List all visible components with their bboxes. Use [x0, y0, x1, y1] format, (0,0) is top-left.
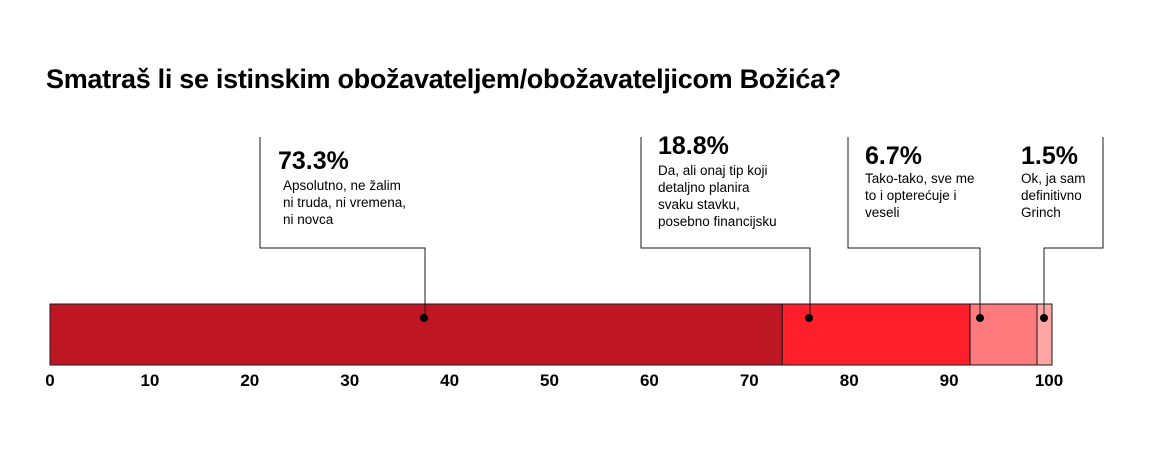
x-tick-label: 0 — [45, 371, 54, 390]
bar-segment-2 — [781, 303, 971, 366]
callout-1: 73.3% Apsolutno, ne žalim ni truda, ni vre… — [259, 137, 428, 322]
callout-2: 18.8% Da, ali onaj tip koji detaljno plani… — [640, 132, 813, 322]
callout-leader-line — [259, 137, 426, 318]
chart-title: Smatraš li se istinskim obožavateljem/ob… — [46, 64, 841, 94]
x-tick-label: 10 — [140, 371, 159, 390]
bar-segment-1 — [49, 303, 783, 366]
bar-segment-3 — [969, 303, 1038, 366]
callout-leader-line — [847, 137, 981, 318]
callout-dot — [1040, 314, 1048, 322]
x-tick-label: 40 — [440, 371, 459, 390]
callout-4: 1.5%Ok, ja sam definitivno Grinch — [1021, 137, 1104, 322]
x-tick-label: 100 — [1035, 371, 1063, 390]
callout-description: Ok, ja sam definitivno Grinch — [1021, 171, 1086, 220]
callout-leader-line — [1043, 137, 1104, 318]
x-axis-ticks: 0 10 20 30 40 50 60 70 80 90 100 — [45, 371, 1063, 390]
bar-segment-4 — [1036, 303, 1053, 366]
x-tick-label: 80 — [840, 371, 859, 390]
callout-description: Apsolutno, ne žalim ni truda, ni vremena,… — [283, 178, 406, 227]
x-tick-label: 30 — [340, 371, 359, 390]
callout-description: Tako-tako, sve me to i opterećuje i veseli — [865, 171, 975, 220]
callout-description: Da, ali onaj tip koji detaljno planira sva… — [658, 163, 777, 229]
x-tick-label: 20 — [240, 371, 259, 390]
bar-segments — [49, 303, 1053, 366]
callouts: 73.3% Apsolutno, ne žalim ni truda, ni vre… — [259, 132, 1104, 322]
callout-dot — [420, 314, 428, 322]
callout-value-label: 18.8% — [658, 132, 729, 160]
x-tick-label: 50 — [540, 371, 559, 390]
callout-value-label: 73.3% — [278, 147, 349, 175]
callout-dot — [976, 314, 984, 322]
callout-3: 6.7%Tako-tako, sve me to i opterećuje i ve… — [847, 137, 984, 322]
callout-dot — [805, 314, 813, 322]
x-tick-label: 70 — [740, 371, 759, 390]
x-tick-label: 60 — [640, 371, 659, 390]
callout-value-label: 1.5% — [1021, 142, 1078, 170]
x-tick-label: 90 — [940, 371, 959, 390]
callout-value-label: 6.7% — [865, 142, 922, 170]
callout-leader-line — [640, 137, 811, 318]
